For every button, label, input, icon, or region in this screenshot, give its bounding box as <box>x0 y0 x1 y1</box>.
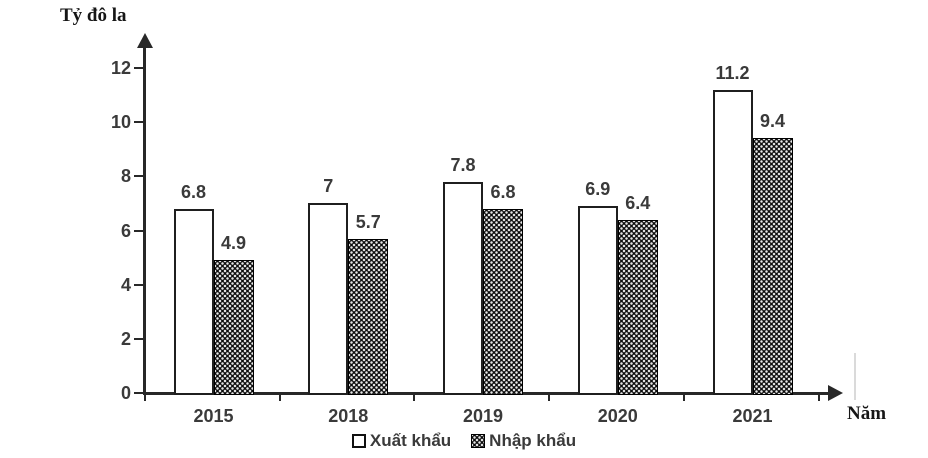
value-label-export: 7 <box>323 176 334 197</box>
category-label: 2021 <box>732 406 773 426</box>
y-axis-tick <box>134 121 144 124</box>
x-axis-tick <box>413 393 416 401</box>
y-axis-tick <box>134 392 144 394</box>
bar-export-2015 <box>173 208 214 395</box>
value-label-import: 6.8 <box>490 181 516 202</box>
legend: Xuất khẩu Nhập khẩu <box>0 428 928 454</box>
y-axis-tick <box>134 337 144 340</box>
x-axis-tick <box>278 393 281 401</box>
x-axis-tick <box>143 393 146 401</box>
bar-export-2020 <box>577 206 618 395</box>
bar-import-2019 <box>483 208 523 395</box>
value-label-import: 9.4 <box>759 111 786 132</box>
y-axis-tick-label: 2 <box>120 328 131 349</box>
bar-import-2020 <box>617 219 658 395</box>
x-axis-arrow-icon <box>828 385 843 401</box>
x-axis-tick <box>817 393 820 401</box>
category-label: 2020 <box>597 406 638 426</box>
category-label: 2015 <box>193 406 234 426</box>
y-axis-tick-label: 8 <box>120 166 131 187</box>
y-axis-tick-label: 0 <box>120 383 131 403</box>
legend-export-label: Xuất khẩu <box>369 431 452 450</box>
bar-import-2018 <box>348 238 389 395</box>
value-label-export: 7.8 <box>450 154 476 175</box>
x-axis-title: Năm <box>847 403 887 424</box>
x-axis-tick <box>682 393 685 401</box>
bar-import-2015 <box>213 260 254 395</box>
legend-import-label: Nhập khẩu <box>489 431 577 450</box>
value-label-import: 4.9 <box>220 233 247 254</box>
y-axis-line <box>143 46 146 395</box>
value-label-import: 6.4 <box>625 192 651 213</box>
y-axis-tick-label: 4 <box>120 274 131 295</box>
y-axis-tick <box>134 283 144 286</box>
value-label-export: 6.9 <box>585 179 611 200</box>
category-label: 2019 <box>462 406 504 426</box>
value-label-export: 11.2 <box>715 62 750 83</box>
y-axis-arrow-icon <box>137 33 153 48</box>
y-axis-tick-label: 10 <box>110 112 131 133</box>
category-label: 2018 <box>328 406 369 426</box>
y-axis-tick <box>134 229 144 232</box>
stray-gray-line <box>854 353 856 400</box>
legend-export-swatch-icon <box>351 434 366 448</box>
y-axis-tick-label: 6 <box>120 220 131 241</box>
legend-import-swatch-icon <box>471 434 486 448</box>
y-axis-tick <box>134 175 144 178</box>
y-axis-tick <box>134 67 144 70</box>
bar-export-2019 <box>443 181 483 395</box>
x-axis-tick <box>548 393 550 401</box>
bar-import-2021 <box>752 138 793 395</box>
bar-export-2021 <box>712 89 753 395</box>
value-label-export: 6.8 <box>180 181 207 202</box>
y-axis-tick-label: 12 <box>110 58 131 79</box>
legend-item-export: Xuất khẩu <box>351 430 452 452</box>
value-label-import: 5.7 <box>355 211 381 232</box>
y-axis-title: Tỷ đô la <box>60 5 127 26</box>
legend-item-import: Nhập khẩu <box>471 430 576 452</box>
bar-export-2018 <box>308 203 349 395</box>
